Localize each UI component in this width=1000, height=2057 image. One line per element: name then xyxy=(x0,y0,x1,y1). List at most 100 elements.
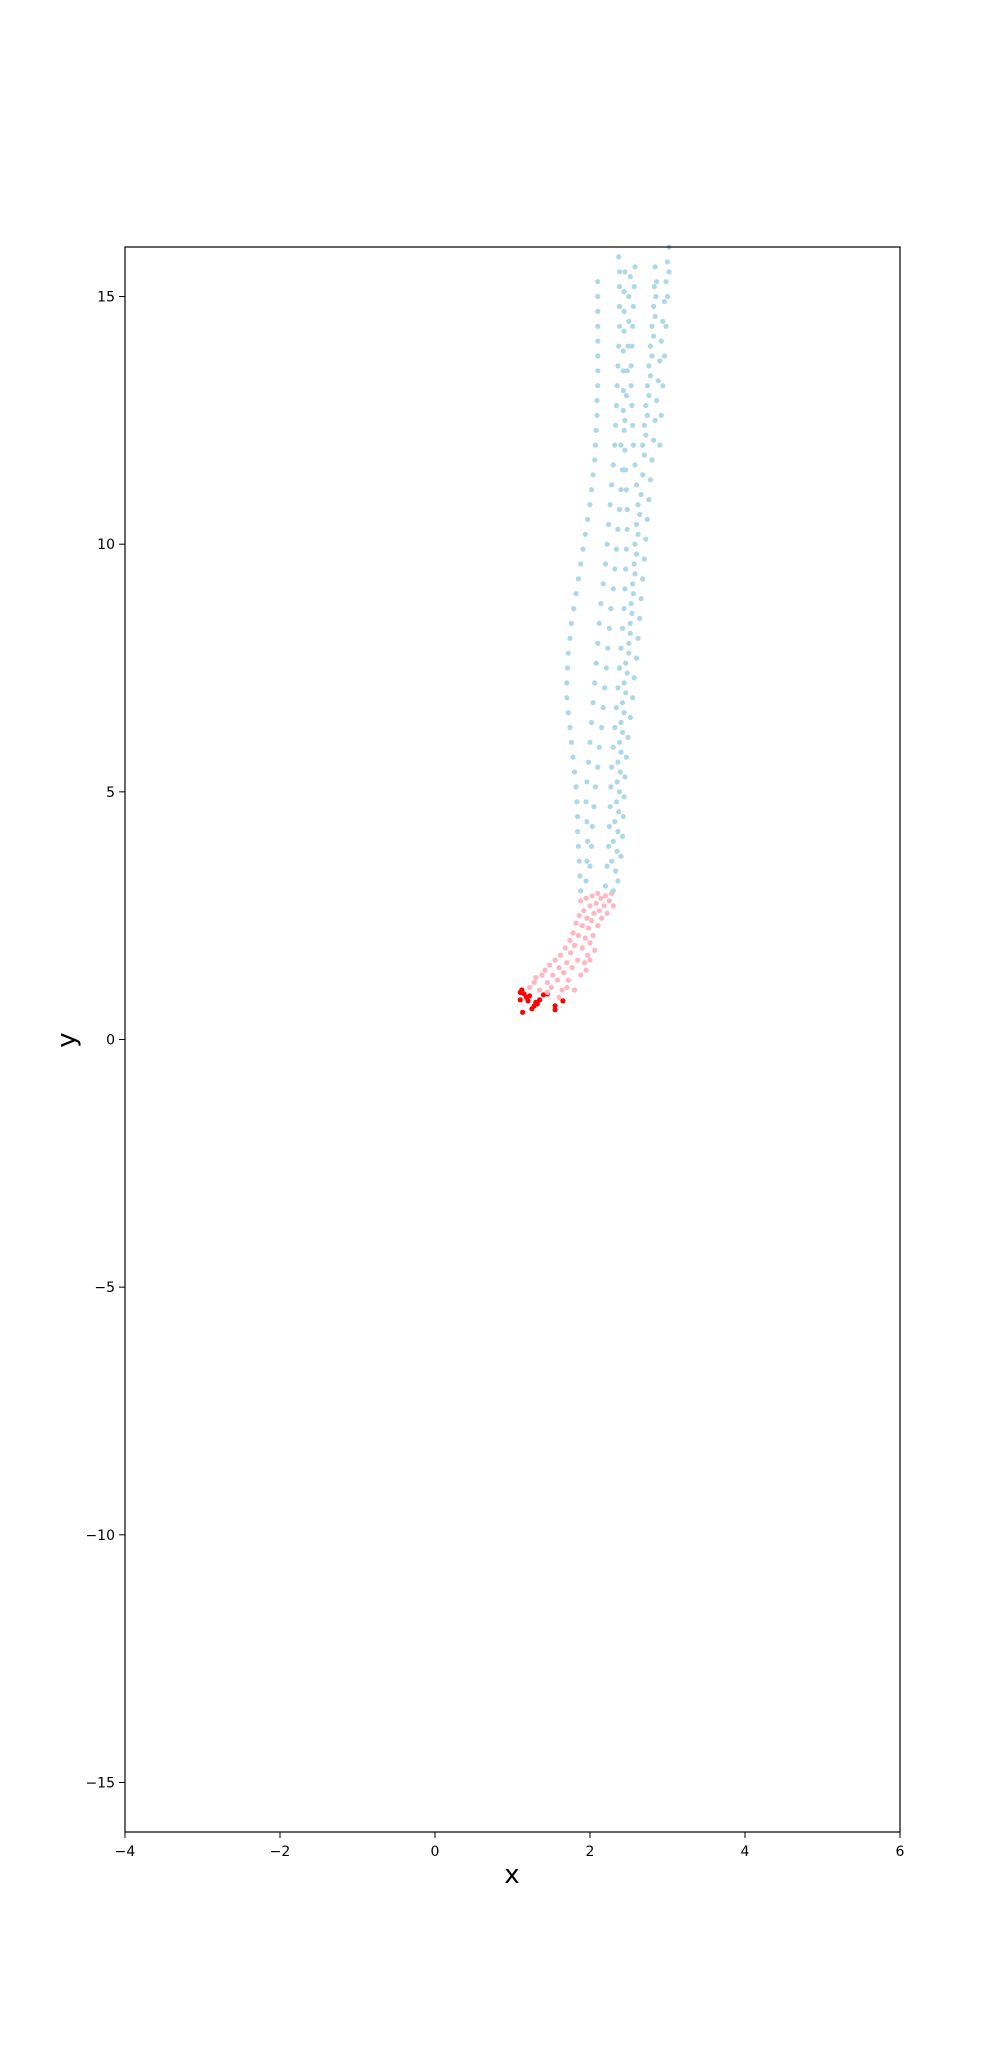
data-point xyxy=(647,477,654,483)
data-point xyxy=(616,809,622,815)
data-point xyxy=(571,606,577,612)
data-point xyxy=(637,511,643,518)
data-point xyxy=(537,997,543,1003)
x-tick-label: 0 xyxy=(431,1844,440,1860)
data-point xyxy=(615,828,621,835)
data-point xyxy=(585,952,591,958)
data-point xyxy=(583,799,589,805)
x-axis: −4 −2 0 2 4 6 xyxy=(115,1832,905,1860)
data-point xyxy=(587,903,593,909)
data-point xyxy=(638,492,644,498)
data-point xyxy=(589,893,595,899)
data-point xyxy=(552,957,558,963)
data-point xyxy=(607,804,613,810)
data-point xyxy=(594,412,600,418)
data-point xyxy=(628,601,634,607)
data-point xyxy=(583,878,589,884)
data-point xyxy=(595,764,601,770)
data-point xyxy=(623,393,630,399)
data-point xyxy=(619,625,626,632)
data-point xyxy=(623,546,630,552)
x-tick-label: 2 xyxy=(586,1844,595,1860)
data-point xyxy=(620,368,626,374)
data-point xyxy=(640,472,646,478)
data-point xyxy=(609,482,615,488)
data-point xyxy=(583,967,589,973)
x-tick-label: −2 xyxy=(270,1844,291,1860)
data-point xyxy=(592,457,598,463)
data-point xyxy=(621,680,627,686)
data-point xyxy=(544,989,551,996)
data-point xyxy=(655,378,661,384)
data-point xyxy=(587,957,593,963)
data-point xyxy=(575,828,581,835)
data-point xyxy=(640,576,646,582)
data-point xyxy=(562,945,568,951)
data-point xyxy=(647,373,654,379)
data-point xyxy=(652,417,658,423)
data-point xyxy=(579,945,585,951)
data-point xyxy=(626,640,632,646)
data-point xyxy=(620,348,626,354)
data-point xyxy=(594,397,600,404)
data-point xyxy=(595,293,601,300)
data-point xyxy=(641,422,647,428)
data-point xyxy=(613,546,620,552)
data-point xyxy=(622,269,628,275)
data-point xyxy=(610,903,616,909)
data-point xyxy=(615,363,621,369)
data-point xyxy=(620,814,626,820)
data-point xyxy=(556,965,562,971)
data-point xyxy=(616,284,623,290)
data-point xyxy=(579,923,585,929)
data-point xyxy=(621,328,627,334)
data-point xyxy=(585,759,592,765)
data-point xyxy=(630,422,636,428)
data-point xyxy=(630,442,637,448)
data-point xyxy=(591,804,597,810)
data-point xyxy=(595,368,601,374)
data-point xyxy=(616,343,622,349)
data-point xyxy=(633,655,640,661)
data-point xyxy=(564,695,570,701)
data-point xyxy=(625,343,631,349)
data-point xyxy=(627,630,633,636)
data-point xyxy=(617,769,623,775)
data-point xyxy=(624,506,630,513)
data-point xyxy=(653,293,659,300)
data-point xyxy=(649,353,655,359)
data-point xyxy=(615,878,621,884)
data-point xyxy=(576,913,582,919)
data-point xyxy=(631,284,637,290)
data-point xyxy=(564,665,571,671)
data-point xyxy=(599,915,605,921)
data-point xyxy=(595,279,601,285)
data-point xyxy=(619,833,626,840)
y-axis-title: y xyxy=(52,1032,82,1047)
data-point xyxy=(587,502,593,508)
data-point xyxy=(595,308,601,314)
data-point xyxy=(622,774,628,780)
data-point xyxy=(584,779,590,785)
data-point xyxy=(654,279,660,285)
data-point xyxy=(600,581,606,587)
data-point xyxy=(596,744,602,750)
data-point xyxy=(590,932,596,939)
data-point xyxy=(615,759,621,765)
data-point xyxy=(604,910,610,916)
data-point xyxy=(619,729,626,736)
data-point xyxy=(621,289,627,295)
data-point xyxy=(575,957,581,963)
data-point xyxy=(616,739,623,745)
data-point xyxy=(564,984,570,991)
data-point xyxy=(581,908,587,914)
data-point xyxy=(609,858,615,864)
data-point xyxy=(595,338,601,344)
data-point xyxy=(595,923,601,929)
data-point xyxy=(615,685,621,691)
data-point xyxy=(632,541,638,547)
data-point xyxy=(629,610,635,617)
data-point xyxy=(564,680,570,686)
data-point xyxy=(595,353,601,359)
